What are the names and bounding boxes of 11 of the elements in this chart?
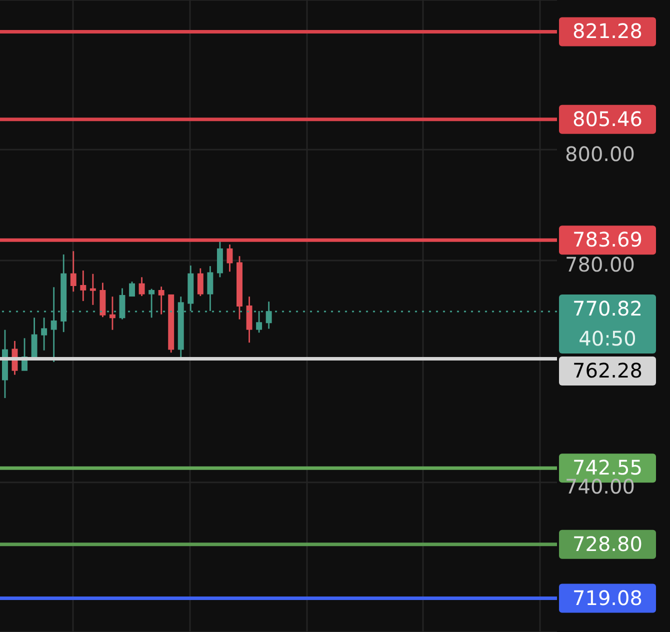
ref-line-label: 770.82 [572,296,642,320]
ref-line-label: 783.69 [572,228,642,252]
ref-line-label: 728.80 [572,532,642,556]
y-tick-label: 800.00 [565,142,635,166]
ref-line-label: 805.46 [572,106,642,131]
ref-line-label: 719.08 [572,586,642,610]
ref-line-label: 742.55 [572,456,642,480]
text: 40:50 [578,326,636,350]
ref-line-label: 762.28 [572,358,642,382]
y-tick-label: 780.00 [565,252,635,277]
ref-line-label: 821.28 [572,19,642,44]
